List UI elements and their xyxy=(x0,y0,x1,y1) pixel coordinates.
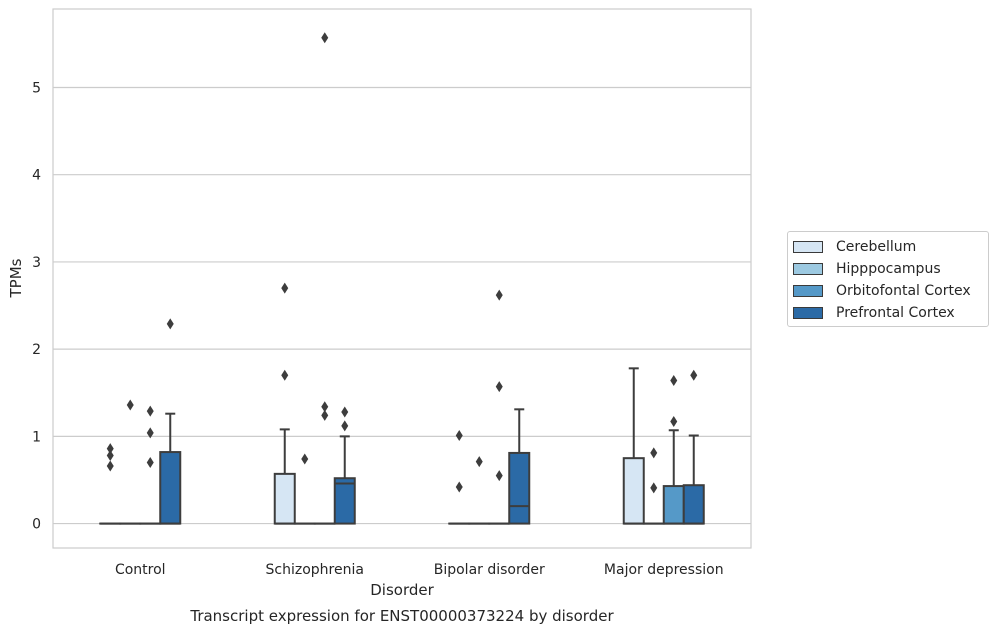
outlier-point xyxy=(455,429,463,441)
outlier-point xyxy=(650,482,658,494)
outlier-point xyxy=(670,416,678,428)
box-prefrontal-cortex xyxy=(508,408,531,525)
box-body xyxy=(333,477,356,525)
legend-swatch-orbitofrontal xyxy=(793,285,823,297)
legend-label-cerebellum: Cerebellum xyxy=(836,239,917,255)
outlier-point xyxy=(106,460,114,472)
legend-item-cerebellum: Cerebellum xyxy=(793,237,916,257)
x-tick-label: Control xyxy=(115,562,166,578)
outlier-point xyxy=(670,375,678,387)
x-tick-label: Bipolar disorder xyxy=(434,562,545,578)
box-body xyxy=(622,457,645,525)
y-tick-label: 1 xyxy=(32,429,41,445)
box-hipppocampus xyxy=(468,456,491,525)
y-tick-label: 2 xyxy=(32,342,41,358)
box-cerebellum xyxy=(448,429,471,525)
legend-item-hippocampus: Hipppocampus xyxy=(793,259,941,279)
outlier-point xyxy=(321,401,329,413)
legend-label-prefrontal: Prefrontal Cortex xyxy=(836,305,955,321)
y-tick-label: 4 xyxy=(32,168,41,184)
outlier-point xyxy=(650,447,658,459)
x-axis-label: Disorder xyxy=(370,581,434,599)
box-prefrontal-cortex xyxy=(333,406,356,525)
outlier-point xyxy=(475,456,483,468)
box-orbitofontal-cortex xyxy=(313,32,336,525)
plot-frame xyxy=(52,8,752,549)
outlier-point xyxy=(690,369,698,381)
box-body xyxy=(508,451,531,525)
box-prefrontal-cortex xyxy=(159,318,182,525)
box-hipppocampus xyxy=(642,447,665,525)
box-body xyxy=(159,451,182,525)
box-orbitofontal-cortex xyxy=(139,405,162,525)
outlier-point xyxy=(146,457,154,469)
x-tick-label: Major depression xyxy=(604,562,724,578)
outlier-point xyxy=(146,405,154,417)
y-tick-label: 5 xyxy=(32,80,41,96)
legend: Cerebellum Hipppocampus Orbitofontal Cor… xyxy=(787,231,989,327)
outlier-point xyxy=(455,481,463,493)
outlier-point xyxy=(146,427,154,439)
outlier-point xyxy=(495,470,503,482)
outlier-point xyxy=(166,318,174,330)
y-tick-label: 0 xyxy=(32,517,41,533)
outlier-point xyxy=(495,289,503,301)
outlier-point xyxy=(341,406,349,418)
legend-swatch-hippocampus xyxy=(793,263,823,275)
legend-label-hippocampus: Hipppocampus xyxy=(836,261,941,277)
box-body xyxy=(662,485,685,525)
legend-swatch-prefrontal xyxy=(793,307,823,319)
box-orbitofontal-cortex xyxy=(662,375,685,525)
box-body xyxy=(682,484,705,525)
outlier-point xyxy=(321,409,329,421)
outlier-point xyxy=(281,282,289,294)
outlier-point xyxy=(106,443,114,455)
box-cerebellum xyxy=(273,282,296,525)
legend-item-orbitofrontal: Orbitofontal Cortex xyxy=(793,281,971,301)
outlier-point xyxy=(341,420,349,432)
legend-swatch-cerebellum xyxy=(793,241,823,253)
x-tick-label: Schizophrenia xyxy=(266,562,364,578)
legend-item-prefrontal: Prefrontal Cortex xyxy=(793,303,955,323)
y-tick-label: 3 xyxy=(32,255,41,271)
outlier-point xyxy=(495,381,503,393)
chart-caption: Transcript expression for ENST0000037322… xyxy=(189,607,614,625)
box-prefrontal-cortex xyxy=(682,369,705,525)
outlier-point xyxy=(281,369,289,381)
box-body xyxy=(273,472,296,525)
y-axis-label: TPMs xyxy=(7,258,25,298)
box-cerebellum xyxy=(622,367,645,525)
outlier-point xyxy=(106,450,114,462)
legend-label-orbitofrontal: Orbitofontal Cortex xyxy=(836,283,971,299)
outlier-point xyxy=(321,32,329,44)
outlier-point xyxy=(126,399,134,411)
outlier-point xyxy=(301,453,309,465)
